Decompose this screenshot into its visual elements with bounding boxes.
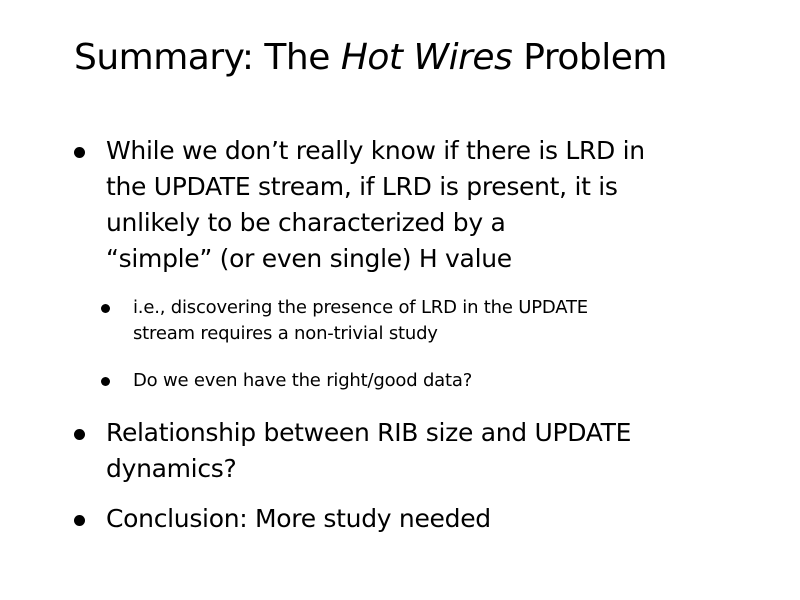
bullet-text-2: Relationship between RIB size and UPDATE… — [106, 418, 632, 483]
title-emphasis: Hot Wires — [340, 37, 513, 78]
bullet-marker — [74, 429, 85, 440]
bullet-text-1: While we don’t really know if there is L… — [106, 136, 645, 273]
bullet-marker — [74, 515, 85, 526]
sub-bullet-text-2: Do we even have the right/good data? — [133, 370, 473, 391]
sub-bullet-marker — [101, 377, 110, 386]
sub-bullet-marker — [101, 304, 110, 313]
bullet-text-3: Conclusion: More study needed — [106, 504, 491, 533]
bullet-marker — [74, 147, 85, 158]
title-suffix: Problem — [512, 37, 667, 78]
title-prefix: Summary: The — [74, 37, 341, 78]
slide-title: Summary: The Hot Wires Problem — [74, 34, 667, 82]
sub-bullet-text-1: i.e., discovering the presence of LRD in… — [133, 297, 588, 344]
